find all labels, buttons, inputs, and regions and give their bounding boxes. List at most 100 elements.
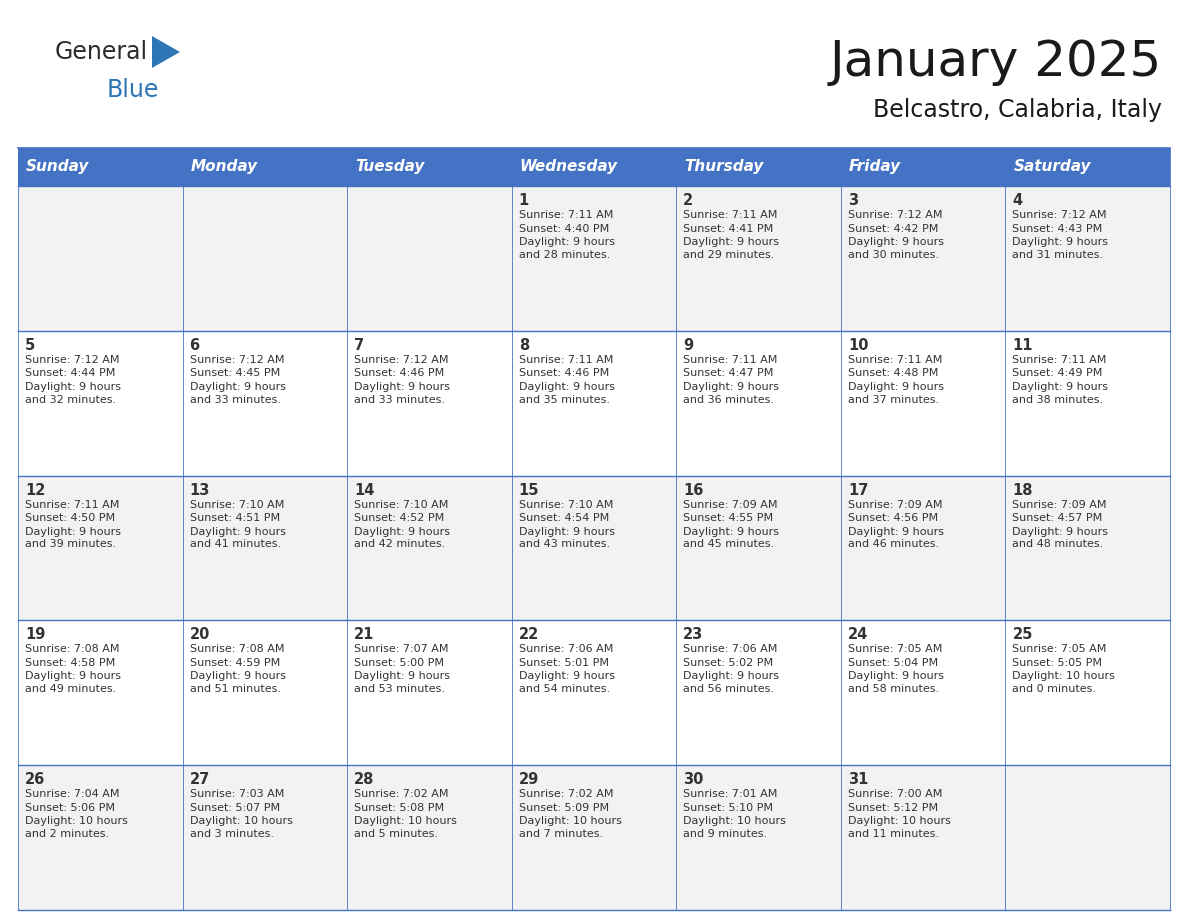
Bar: [512, 148, 676, 186]
Text: 20: 20: [190, 627, 210, 643]
Text: Sunrise: 7:04 AM: Sunrise: 7:04 AM: [25, 789, 120, 800]
Bar: [676, 148, 841, 186]
Bar: [18, 148, 183, 186]
Text: 25: 25: [1012, 627, 1032, 643]
Text: Daylight: 9 hours
and 30 minutes.: Daylight: 9 hours and 30 minutes.: [848, 237, 943, 260]
Text: Sunrise: 7:09 AM: Sunrise: 7:09 AM: [1012, 499, 1107, 509]
Text: Sunrise: 7:11 AM: Sunrise: 7:11 AM: [683, 210, 778, 220]
Text: Sunset: 5:09 PM: Sunset: 5:09 PM: [519, 802, 608, 812]
Text: Sunrise: 7:00 AM: Sunrise: 7:00 AM: [848, 789, 942, 800]
Text: Daylight: 9 hours
and 29 minutes.: Daylight: 9 hours and 29 minutes.: [683, 237, 779, 260]
Text: Sunrise: 7:02 AM: Sunrise: 7:02 AM: [519, 789, 613, 800]
Text: Daylight: 10 hours
and 0 minutes.: Daylight: 10 hours and 0 minutes.: [1012, 671, 1116, 694]
Text: Daylight: 9 hours
and 58 minutes.: Daylight: 9 hours and 58 minutes.: [848, 671, 943, 694]
Text: Sunrise: 7:11 AM: Sunrise: 7:11 AM: [25, 499, 119, 509]
Text: Sunrise: 7:01 AM: Sunrise: 7:01 AM: [683, 789, 778, 800]
Text: Daylight: 9 hours
and 56 minutes.: Daylight: 9 hours and 56 minutes.: [683, 671, 779, 694]
Text: Sunset: 4:55 PM: Sunset: 4:55 PM: [683, 513, 773, 523]
Bar: [676, 766, 841, 910]
Bar: [347, 766, 512, 910]
Text: Daylight: 10 hours
and 2 minutes.: Daylight: 10 hours and 2 minutes.: [25, 816, 128, 839]
Text: Sunrise: 7:10 AM: Sunrise: 7:10 AM: [354, 499, 449, 509]
Text: Sunset: 4:48 PM: Sunset: 4:48 PM: [848, 368, 939, 378]
Bar: [1005, 476, 1170, 621]
Text: Sunset: 5:01 PM: Sunset: 5:01 PM: [519, 658, 608, 668]
Text: Sunrise: 7:11 AM: Sunrise: 7:11 AM: [848, 354, 942, 364]
Text: Sunset: 5:06 PM: Sunset: 5:06 PM: [25, 802, 115, 812]
Text: 4: 4: [1012, 193, 1023, 208]
Text: Sunset: 4:59 PM: Sunset: 4:59 PM: [190, 658, 280, 668]
Text: Sunday: Sunday: [26, 160, 89, 174]
Text: Sunrise: 7:09 AM: Sunrise: 7:09 AM: [683, 499, 778, 509]
Text: 9: 9: [683, 338, 694, 353]
Text: Wednesday: Wednesday: [519, 160, 618, 174]
Text: Daylight: 9 hours
and 35 minutes.: Daylight: 9 hours and 35 minutes.: [519, 382, 614, 405]
Text: 28: 28: [354, 772, 374, 788]
Text: Sunrise: 7:03 AM: Sunrise: 7:03 AM: [190, 789, 284, 800]
Bar: [183, 330, 347, 476]
Text: Daylight: 9 hours
and 37 minutes.: Daylight: 9 hours and 37 minutes.: [848, 382, 943, 405]
Bar: [1005, 330, 1170, 476]
Text: Daylight: 9 hours
and 45 minutes.: Daylight: 9 hours and 45 minutes.: [683, 527, 779, 549]
Text: Daylight: 9 hours
and 39 minutes.: Daylight: 9 hours and 39 minutes.: [25, 527, 121, 549]
Text: Sunrise: 7:06 AM: Sunrise: 7:06 AM: [683, 644, 778, 655]
Bar: [841, 148, 1005, 186]
Bar: [347, 476, 512, 621]
Bar: [347, 186, 512, 330]
Bar: [841, 186, 1005, 330]
Text: Sunset: 5:08 PM: Sunset: 5:08 PM: [354, 802, 444, 812]
Text: Thursday: Thursday: [684, 160, 764, 174]
Bar: [1005, 186, 1170, 330]
Text: Sunset: 4:42 PM: Sunset: 4:42 PM: [848, 223, 939, 233]
Text: Sunset: 5:02 PM: Sunset: 5:02 PM: [683, 658, 773, 668]
Text: 8: 8: [519, 338, 529, 353]
Text: 3: 3: [848, 193, 858, 208]
Bar: [183, 186, 347, 330]
Text: Sunrise: 7:10 AM: Sunrise: 7:10 AM: [519, 499, 613, 509]
Bar: [512, 766, 676, 910]
Bar: [347, 330, 512, 476]
Text: Sunset: 4:44 PM: Sunset: 4:44 PM: [25, 368, 115, 378]
Bar: [18, 476, 183, 621]
Text: Daylight: 9 hours
and 49 minutes.: Daylight: 9 hours and 49 minutes.: [25, 671, 121, 694]
Polygon shape: [152, 36, 181, 68]
Text: 23: 23: [683, 627, 703, 643]
Bar: [183, 766, 347, 910]
Text: Daylight: 9 hours
and 51 minutes.: Daylight: 9 hours and 51 minutes.: [190, 671, 285, 694]
Text: Sunset: 4:45 PM: Sunset: 4:45 PM: [190, 368, 280, 378]
Text: Sunset: 4:54 PM: Sunset: 4:54 PM: [519, 513, 609, 523]
Text: Sunrise: 7:05 AM: Sunrise: 7:05 AM: [1012, 644, 1107, 655]
Text: Daylight: 9 hours
and 38 minutes.: Daylight: 9 hours and 38 minutes.: [1012, 382, 1108, 405]
Text: Daylight: 9 hours
and 53 minutes.: Daylight: 9 hours and 53 minutes.: [354, 671, 450, 694]
Text: Sunset: 5:05 PM: Sunset: 5:05 PM: [1012, 658, 1102, 668]
Text: 10: 10: [848, 338, 868, 353]
Bar: [18, 766, 183, 910]
Text: Daylight: 9 hours
and 43 minutes.: Daylight: 9 hours and 43 minutes.: [519, 527, 614, 549]
Text: Daylight: 9 hours
and 48 minutes.: Daylight: 9 hours and 48 minutes.: [1012, 527, 1108, 549]
Text: Daylight: 9 hours
and 36 minutes.: Daylight: 9 hours and 36 minutes.: [683, 382, 779, 405]
Text: Daylight: 9 hours
and 28 minutes.: Daylight: 9 hours and 28 minutes.: [519, 237, 614, 260]
Text: Sunset: 4:40 PM: Sunset: 4:40 PM: [519, 223, 609, 233]
Text: Sunset: 5:07 PM: Sunset: 5:07 PM: [190, 802, 279, 812]
Text: Saturday: Saturday: [1013, 160, 1091, 174]
Bar: [347, 148, 512, 186]
Text: 24: 24: [848, 627, 868, 643]
Text: Sunset: 5:10 PM: Sunset: 5:10 PM: [683, 802, 773, 812]
Text: 21: 21: [354, 627, 374, 643]
Text: 6: 6: [190, 338, 200, 353]
Bar: [1005, 148, 1170, 186]
Text: Sunset: 4:58 PM: Sunset: 4:58 PM: [25, 658, 115, 668]
Text: Sunset: 4:57 PM: Sunset: 4:57 PM: [1012, 513, 1102, 523]
Text: 7: 7: [354, 338, 365, 353]
Text: 15: 15: [519, 483, 539, 498]
Text: Daylight: 9 hours
and 54 minutes.: Daylight: 9 hours and 54 minutes.: [519, 671, 614, 694]
Text: Sunrise: 7:12 AM: Sunrise: 7:12 AM: [354, 354, 449, 364]
Text: 5: 5: [25, 338, 36, 353]
Bar: [676, 621, 841, 766]
Text: Sunrise: 7:02 AM: Sunrise: 7:02 AM: [354, 789, 449, 800]
Text: 12: 12: [25, 483, 45, 498]
Text: Sunset: 4:41 PM: Sunset: 4:41 PM: [683, 223, 773, 233]
Text: Sunrise: 7:10 AM: Sunrise: 7:10 AM: [190, 499, 284, 509]
Text: 30: 30: [683, 772, 703, 788]
Bar: [841, 476, 1005, 621]
